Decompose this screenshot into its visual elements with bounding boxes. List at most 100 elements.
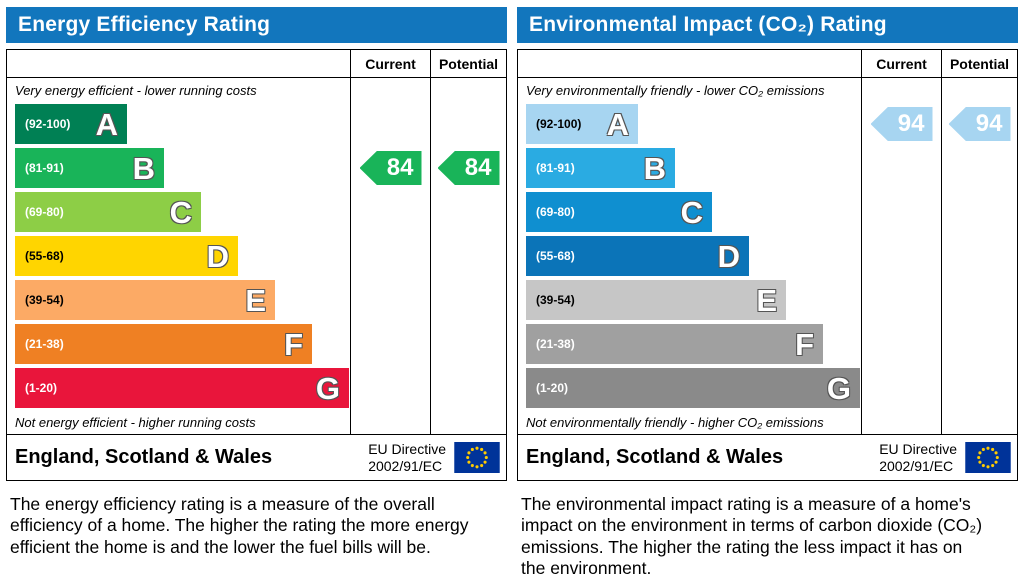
current-column-header: Current (861, 50, 941, 78)
eu-flag-icon (454, 442, 500, 473)
band-range-label: (92-100) (536, 117, 582, 131)
band-bar-e: (39-54) E (15, 280, 275, 320)
band-row-a: (92-100) A (526, 102, 861, 146)
band-chart: Very environmentally friendly - lower CO… (518, 78, 861, 434)
eu-flag-icon (965, 442, 1011, 473)
band-row-d: (55-68) D (526, 234, 861, 278)
band-bar-a: (92-100) A (526, 104, 638, 144)
band-letter: D (717, 238, 740, 274)
current-column-header: Current (350, 50, 430, 78)
band-letter: C (169, 194, 192, 230)
band-range-label: (81-91) (25, 161, 64, 175)
band-row-f: (21-38) F (15, 322, 350, 366)
band-bar-f: (21-38) F (526, 324, 823, 364)
band-row-b: (81-91) B (15, 146, 350, 190)
footer-right: EU Directive 2002/91/EC (368, 441, 500, 474)
potential-arrow-cell: 94 (941, 78, 1017, 434)
band-row-c: (69-80) C (526, 190, 861, 234)
panel-description: The energy efficiency rating is a measur… (10, 494, 469, 557)
header-spacer (518, 50, 861, 78)
eu-directive-line2: 2002/91/EC (368, 457, 443, 474)
energy-efficiency-panel: Energy Efficiency Rating Current Potenti… (6, 7, 507, 579)
band-range-label: (1-20) (536, 381, 569, 395)
eu-directive-line1: EU Directive (368, 441, 446, 458)
band-range-label: (69-80) (536, 205, 575, 219)
band-chart: Very energy efficient - lower running co… (7, 78, 350, 434)
potential-column-header: Potential (941, 50, 1017, 78)
band-range-label: (69-80) (25, 205, 64, 219)
band-bar-b: (81-91) B (526, 148, 675, 188)
band-range-label: (1-20) (25, 381, 58, 395)
region-label: England, Scotland & Wales (15, 446, 273, 468)
band-range-label: (39-54) (536, 293, 575, 307)
band-bar-f: (21-38) F (15, 324, 312, 364)
band-bar-c: (69-80) C (526, 192, 712, 232)
eu-directive-label: EU Directive 2002/91/EC (368, 441, 446, 473)
environmental-impact-panel: Environmental Impact (CO₂) Rating Curren… (517, 7, 1018, 579)
band-bar-d: (55-68) D (526, 236, 749, 276)
header-spacer (7, 50, 350, 78)
band-range-label: (55-68) (25, 249, 64, 263)
band-bar-e: (39-54) E (526, 280, 786, 320)
band-bar-b: (81-91) B (15, 148, 164, 188)
current-rating-arrow: 94 (870, 107, 933, 141)
band-rows: (92-100) A (81-91) B (69-80) C (55-68) D (39-54)… (7, 102, 350, 410)
potential-rating-arrow: 84 (437, 151, 500, 185)
band-bar-g: (1-20) G (526, 368, 860, 408)
eu-directive-label: EU Directive 2002/91/EC (879, 441, 957, 473)
panel-title: Environmental Impact (CO₂) Rating (517, 7, 1018, 43)
potential-column-header: Potential (430, 50, 506, 78)
band-letter: A (606, 106, 629, 142)
band-range-label: (21-38) (536, 337, 575, 351)
band-row-d: (55-68) D (15, 234, 350, 278)
band-letter: G (315, 370, 340, 406)
epc-table: Current Potential Very energy efficient … (6, 49, 507, 481)
band-bar-d: (55-68) D (15, 236, 238, 276)
band-letter: B (643, 150, 666, 186)
band-range-label: (92-100) (25, 117, 71, 131)
epc-table: Current Potential Very environmentally f… (517, 49, 1018, 481)
band-bar-g: (1-20) G (15, 368, 349, 408)
footer-right: EU Directive 2002/91/EC (879, 441, 1011, 474)
panel-title: Energy Efficiency Rating (6, 7, 507, 43)
potential-arrow-cell: 84 (430, 78, 506, 434)
table-footer: England, Scotland & Wales EU Directive 2… (7, 434, 506, 480)
bottom-note: Not energy efficient - higher running co… (15, 414, 256, 430)
band-range-label: (81-91) (536, 161, 575, 175)
band-bar-c: (69-80) C (15, 192, 201, 232)
band-row-b: (81-91) B (526, 146, 861, 190)
band-bar-a: (92-100) A (15, 104, 127, 144)
top-note: Very energy efficient - lower running co… (15, 82, 257, 98)
band-range-label: (39-54) (25, 293, 64, 307)
eu-directive-line2: 2002/91/EC (879, 457, 954, 474)
table-footer: England, Scotland & Wales EU Directive 2… (518, 434, 1017, 480)
band-rows: (92-100) A (81-91) B (69-80) C (55-68) D (39-54)… (518, 102, 861, 410)
band-letter: D (206, 238, 229, 274)
top-note: Very environmentally friendly - lower CO… (526, 82, 825, 98)
band-letter: E (245, 282, 266, 318)
band-range-label: (55-68) (536, 249, 575, 263)
band-row-e: (39-54) E (15, 278, 350, 322)
band-row-e: (39-54) E (526, 278, 861, 322)
band-letter: C (680, 194, 703, 230)
band-row-a: (92-100) A (15, 102, 350, 146)
band-row-f: (21-38) F (526, 322, 861, 366)
band-row-g: (1-20) G (526, 366, 861, 410)
band-letter: A (95, 106, 118, 142)
band-range-label: (21-38) (25, 337, 64, 351)
bottom-note: Not environmentally friendly - higher CO… (526, 414, 824, 430)
current-arrow-cell: 94 (861, 78, 941, 434)
band-row-c: (69-80) C (15, 190, 350, 234)
panel-description: The environmental impact rating is a mea… (521, 494, 983, 579)
band-letter: G (826, 370, 851, 406)
band-row-g: (1-20) G (15, 366, 350, 410)
band-letter: F (284, 326, 303, 362)
potential-rating-arrow: 94 (948, 107, 1011, 141)
eu-directive-line1: EU Directive (879, 441, 957, 458)
band-letter: F (795, 326, 814, 362)
current-arrow-cell: 84 (350, 78, 430, 434)
current-rating-arrow: 84 (359, 151, 422, 185)
band-letter: B (132, 150, 155, 186)
region-label: England, Scotland & Wales (526, 446, 784, 468)
